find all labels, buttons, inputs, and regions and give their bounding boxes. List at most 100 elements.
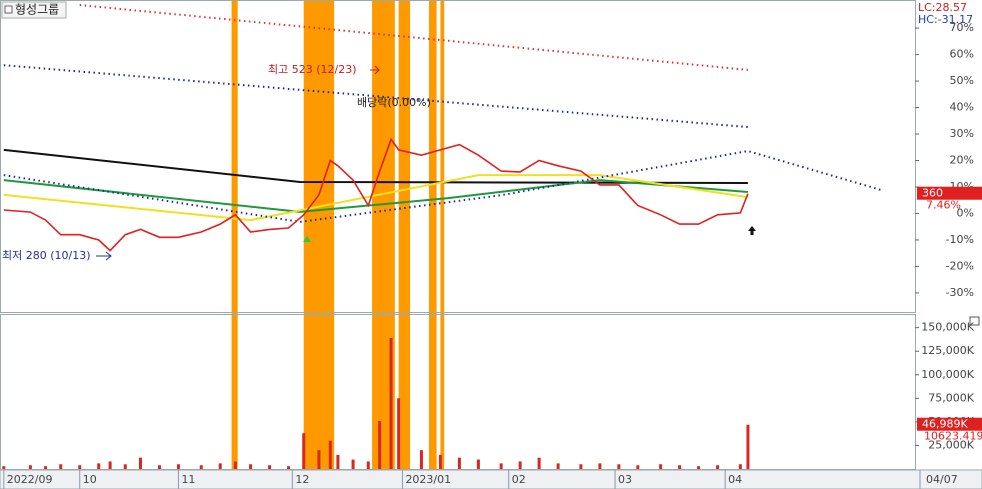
y-tick-label: 25,000K [928,438,974,451]
current-date: 04/07 [926,473,958,486]
y-tick-label: 150,000K [921,321,974,334]
y-tick-label: -10% [946,233,974,246]
x-tick-label: 10 [83,473,97,486]
value-label: 46,989K [922,418,968,431]
y-tick-label: 50% [950,74,974,87]
high-annotation: 최고 523 (12/23) [268,63,357,76]
volume-bar [328,440,332,469]
volume-bar [2,466,6,469]
volume-bar [636,465,640,469]
volume-bar [438,454,442,469]
volume-bar [97,463,101,469]
x-tick-label: 02 [512,473,526,486]
volume-bar [233,461,237,469]
volume-bar [138,457,142,469]
volume-bar [108,461,112,469]
volume-bar [518,461,522,469]
volume-bar [598,463,602,469]
volume-bar [378,420,382,469]
volume-bar [351,459,355,469]
moving-average [3,148,748,184]
volume-bar [44,466,48,469]
y-tick-label: 125,000K [921,344,974,357]
volume-bar [419,450,423,469]
price-panel [0,0,916,313]
volume-bar [28,465,32,469]
volume-bar [537,457,541,469]
volume-bar [659,464,663,469]
volume-bar [268,465,272,469]
volume-box [917,417,982,431]
value-label: 7.46% [926,199,961,212]
highlight-band [440,1,445,469]
highlight-band [303,1,335,469]
highlight-band [231,1,238,469]
signal-arrow [748,226,756,235]
y-tick-label: 20% [950,154,974,167]
volume-bar [397,398,401,469]
high-arrow [370,65,380,75]
y-tick-label: 60% [950,48,974,61]
x-tick-label: 2022/09 [7,473,53,486]
volume-bar [218,463,222,469]
volume-bar [457,457,461,469]
volume-bar [78,465,82,469]
volume-bar [476,459,480,469]
volume-bar [123,464,127,469]
chart-title: 형성그룹 [15,3,59,17]
volume-bar [157,465,161,469]
volume-bar [617,464,621,469]
volume-bar [287,466,291,469]
low-annotation: 최저 280 (10/13) [2,249,91,262]
low-arrow [96,251,112,261]
buy-signal [303,236,311,242]
volume-bar [389,338,393,469]
volume-bar [199,465,203,469]
x-tick-label: 03 [618,473,632,486]
y-tick-label: 40% [950,101,974,114]
dividend-annotation: 배당락(0.00%) [357,96,431,109]
volume-bar [249,464,253,469]
last-price: 360 [922,187,943,200]
volume-bar [336,454,340,469]
volume-bar [499,463,503,469]
y-tick-label: 30% [950,127,974,140]
highlight-band [372,1,395,469]
volume-bar [579,464,583,469]
volume-bar [317,450,321,469]
x-tick-label: 2023/01 [405,473,451,486]
moving-average [3,179,748,213]
title-icon [4,5,13,14]
x-tick-label: 11 [181,473,195,486]
volume-bar [556,463,560,469]
y-tick-label: 0% [957,206,974,219]
volume-axis [916,314,982,469]
x-tick-label: 12 [295,473,309,486]
panel-button[interactable] [969,316,980,326]
volume-bar [366,461,370,469]
bands [231,1,445,469]
volume-bar [59,464,63,469]
title-frame [1,1,67,19]
moving-average [79,4,748,71]
y-tick-label: 75,000K [928,391,974,404]
volume-bar [302,433,306,469]
highlight-band [429,1,437,469]
y-tick-label: 100,000K [921,368,974,381]
hc-label: HC:-31.17 [918,13,973,26]
title-box: 형성그룹 [1,1,67,19]
lc-label: LC:28.57 [918,1,967,14]
price-line [3,137,749,252]
volume-bar [678,465,682,469]
volume-bar [738,464,742,469]
x-tick-label: 04 [728,473,742,486]
y-tick-label: 70% [950,21,974,34]
volume-bar [697,466,701,469]
highlight-band [398,1,411,469]
moving-average [3,174,749,222]
price-box [917,186,982,200]
volume-bar [716,465,720,469]
